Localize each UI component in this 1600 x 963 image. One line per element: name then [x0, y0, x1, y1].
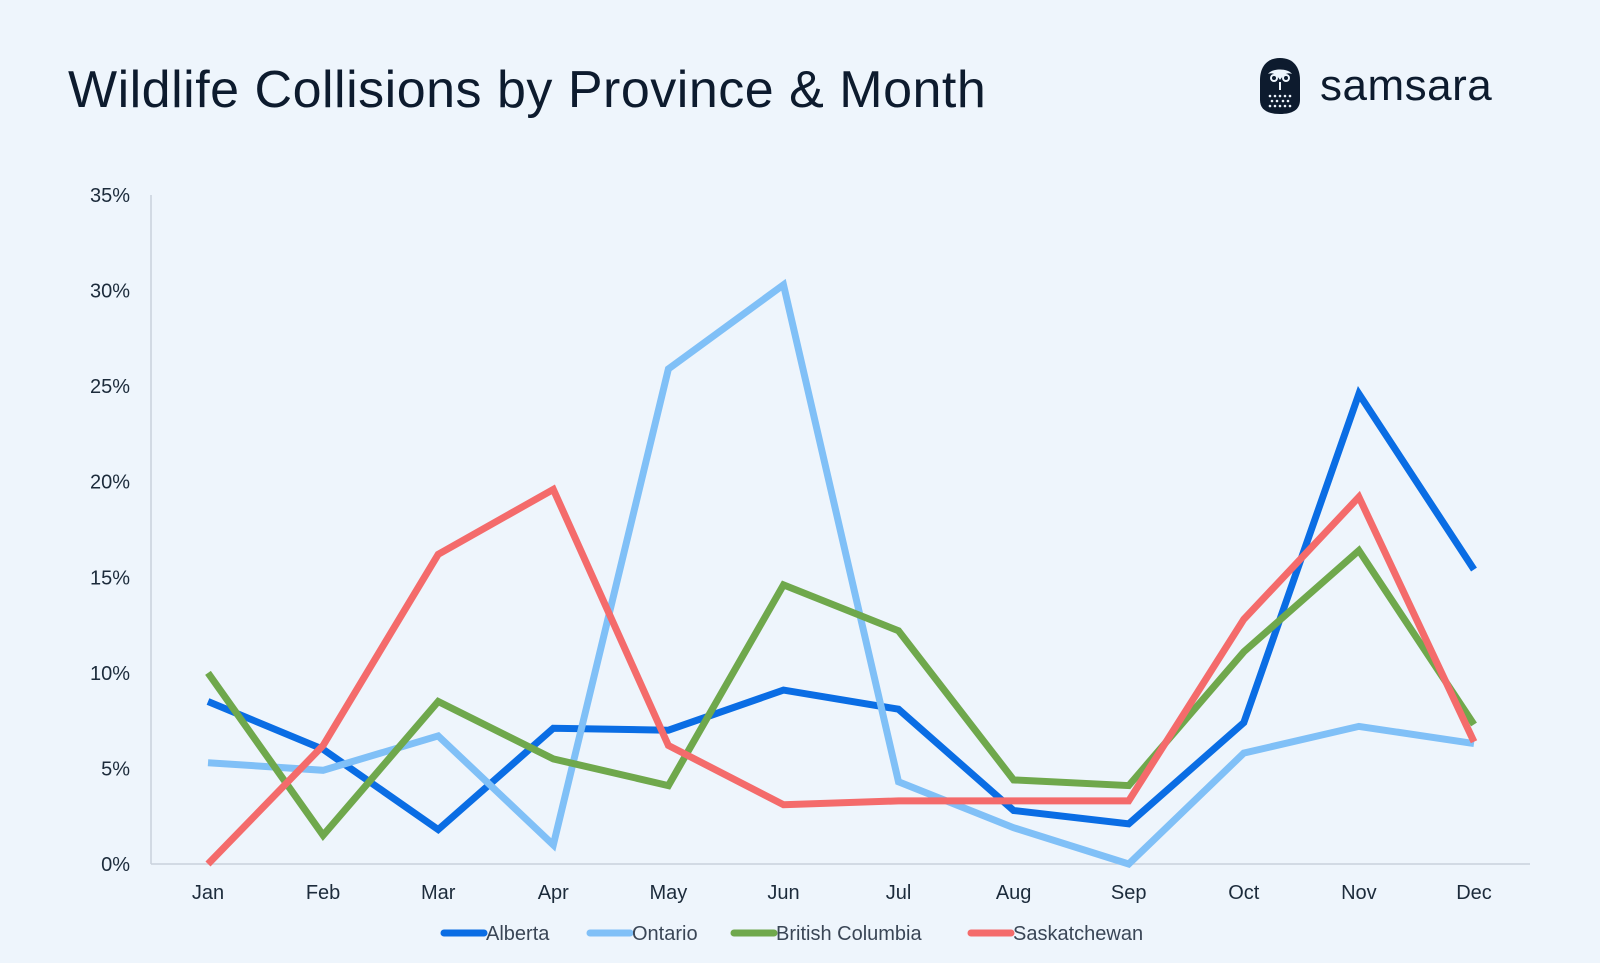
x-tick-label: Oct — [1228, 882, 1260, 904]
chart-axes — [150, 195, 1530, 865]
y-tick-label: 15% — [90, 567, 130, 589]
x-tick-label: Jun — [767, 882, 799, 904]
series-line-ontario — [207, 278, 1475, 868]
chart-legend: Alberta Ontario British Columbia Saskatchew… — [440, 923, 1143, 945]
y-tick-label: 30% — [90, 281, 130, 303]
y-tick-label: 25% — [90, 376, 130, 398]
chart-title: Wildlife Collisions by Province & Month — [68, 61, 987, 119]
x-tick-label: Apr — [538, 882, 569, 904]
y-tick-label: 0% — [101, 854, 130, 876]
y-tick-label: 5% — [101, 758, 130, 780]
brand-logo: samsara — [1258, 56, 1492, 116]
legend-label-ontario: Ontario — [632, 923, 698, 945]
y-tick-label: 20% — [90, 472, 130, 494]
x-axis-ticks: Jan Feb Mar Apr May Jun Jul Aug Sep Oct Nov Dec — [192, 882, 1492, 904]
x-tick-label: Mar — [421, 882, 456, 904]
y-tick-label: 10% — [90, 663, 130, 685]
x-tick-label: Dec — [1456, 882, 1492, 904]
x-tick-label: Sep — [1111, 882, 1147, 904]
x-tick-label: Nov — [1341, 882, 1377, 904]
legend-label-alberta: Alberta — [486, 923, 550, 945]
chart-series — [205, 278, 1478, 868]
y-axis-ticks: 0% 5% 10% 15% 20% 25% 30% 35% — [90, 185, 130, 876]
brand-name: samsara — [1320, 61, 1493, 110]
x-tick-label: May — [649, 882, 687, 904]
series-line-alberta — [206, 385, 1477, 835]
legend-label-british-columbia: British Columbia — [776, 923, 922, 945]
series-line-british-columbia — [205, 545, 1477, 841]
legend-label-saskatchewan: Saskatchewan — [1013, 923, 1143, 945]
x-tick-label: Jan — [192, 882, 224, 904]
series-line-saskatchewan — [205, 484, 1478, 867]
y-tick-label: 35% — [90, 185, 130, 207]
x-tick-label: Jul — [886, 882, 912, 904]
x-tick-label: Aug — [996, 882, 1032, 904]
owl-logo-icon — [1260, 58, 1300, 114]
x-tick-label: Feb — [306, 882, 340, 904]
